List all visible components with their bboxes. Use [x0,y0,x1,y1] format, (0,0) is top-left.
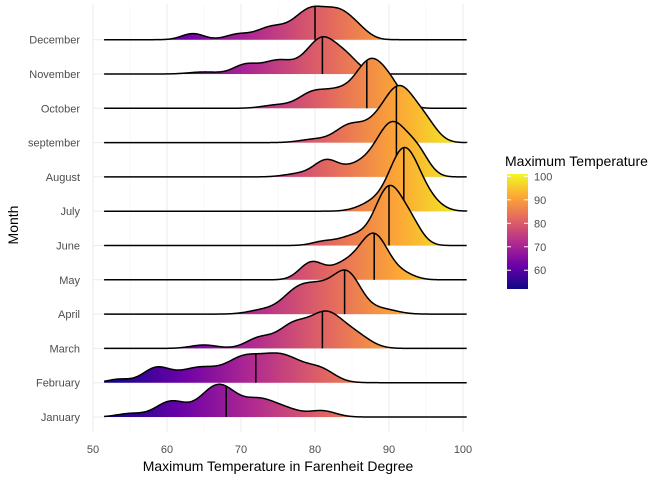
legend-tick-label: 90 [534,195,546,207]
y-tick-label-july: July [60,206,80,218]
ridge-fill-november [104,36,467,74]
x-tick-label: 50 [87,444,99,456]
ridge-fill-february [104,352,467,383]
ridge-june [104,184,467,247]
legend-tick-label: 100 [534,171,552,183]
ridge-may [104,232,467,281]
y-tick-label-may: May [59,275,80,287]
ridge-fill-june [104,185,467,246]
x-tick-label: 100 [454,444,472,456]
ridge-july [104,146,468,212]
y-tick-label-october: October [41,103,80,115]
ridge-outline-january [104,383,467,418]
legend-tick-label: 80 [534,218,546,230]
ridge-november [104,36,467,75]
ridge-fill-march [104,311,467,349]
ridge-outline-april [104,269,467,315]
y-tick-label-june: June [56,241,80,253]
y-axis-title: Month [5,206,21,245]
x-tick-label: 70 [235,444,247,456]
y-tick-label-december: December [29,35,80,47]
legend-title: Maximum Temperature [505,153,648,169]
x-axis-title: Maximum Temperature in Farenheit Degree [143,458,414,474]
ridge-outline-june [104,184,467,247]
ridge-outline-february [103,352,467,384]
ridge-fill-april [104,270,467,315]
ridge-fill-august [104,121,467,177]
axes: 50 60 70 80 90 100 January February March April Ma… [5,35,472,474]
ridge-outline-september [104,84,468,144]
ridge-outline-november [104,36,467,75]
y-tick-label-march: March [49,343,80,355]
legend-colorbar [507,174,528,289]
legend-tick-label: 60 [534,265,546,277]
ridge-fill-september [104,85,467,143]
x-tick-label: 90 [383,444,395,456]
x-tick-label: 80 [309,444,321,456]
ridge-fill-july [104,147,467,212]
legend-tick-label: 70 [534,242,546,254]
y-tick-label-february: February [36,378,81,390]
ridge-outline-july [104,146,468,212]
ridge-outline-may [104,232,467,281]
y-tick-label-september: september [28,138,80,150]
ridge-outline-august [104,120,467,178]
ridge-march [104,310,467,350]
ridge-september [104,84,468,144]
legend: Maximum Temperature 60 70 80 90 100 [505,153,648,289]
ridge-outline-march [104,310,467,350]
x-tick-label: 60 [161,444,173,456]
ridge-fill-october [104,58,467,109]
ridge-fill-january [104,384,467,417]
ridge-january [104,383,467,418]
y-tick-label-january: January [41,412,81,424]
ridge-december [104,5,467,41]
y-tick-label-november: November [29,69,80,81]
y-tick-label-april: April [58,309,80,321]
ridge-outline-december [104,5,467,41]
y-tick-label-august: August [46,172,80,184]
ridge-april [104,269,467,315]
ridges [103,5,468,418]
ridge-february [103,352,467,384]
ridge-fill-may [104,233,467,280]
